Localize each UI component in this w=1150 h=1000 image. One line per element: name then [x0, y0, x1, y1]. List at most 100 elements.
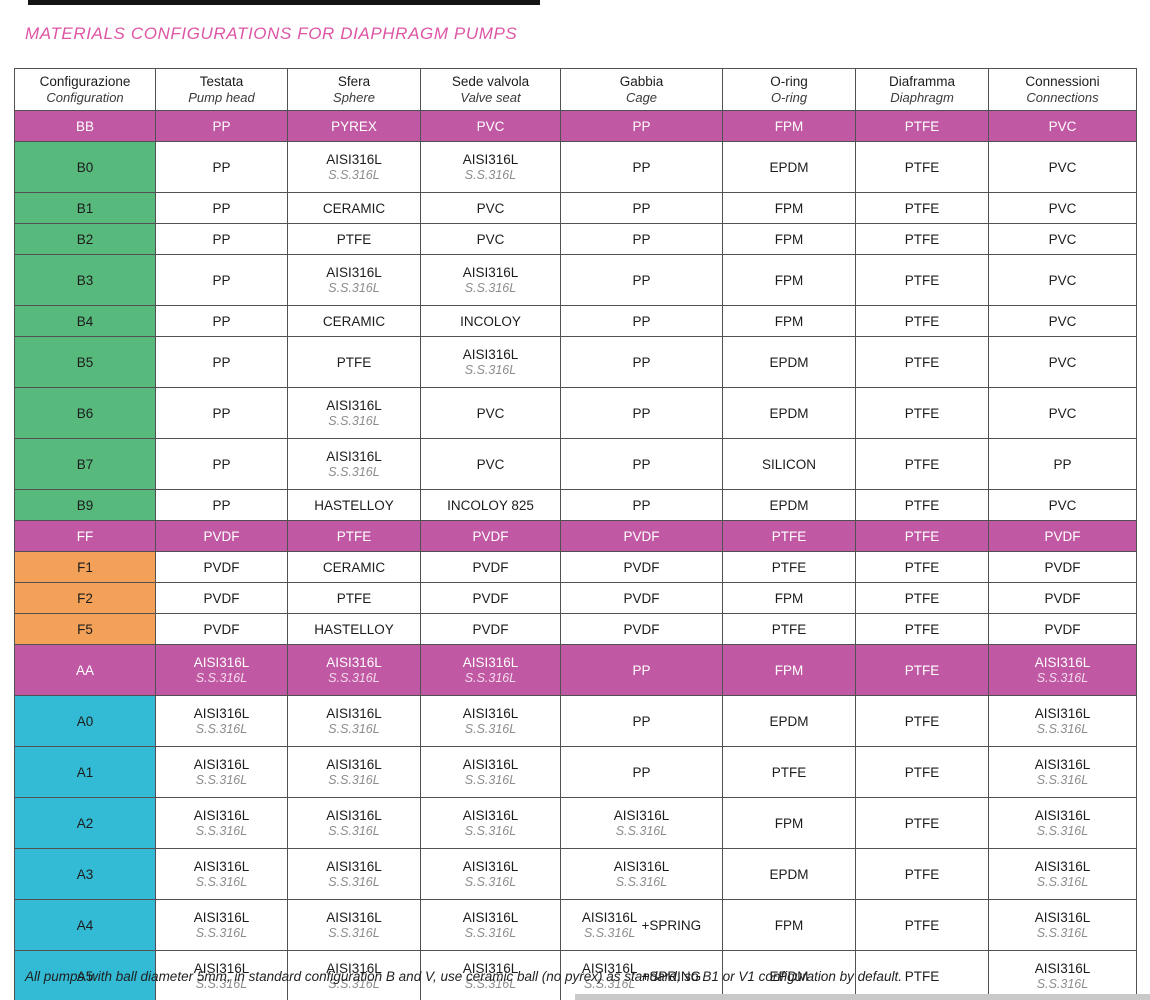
table-row: F2 PVDF PTFE PVDF PVDF FPM PTFE PVDF	[14, 582, 1137, 614]
material-cell: PTFE	[722, 746, 856, 798]
material-cell: PVDF	[988, 520, 1137, 552]
material-cell: PP	[560, 141, 723, 193]
material-cell: CERAMIC	[287, 192, 421, 224]
materials-table: Configurazione Configuration Testata Pump h…	[14, 68, 1137, 1000]
material-cell: PP	[560, 305, 723, 337]
material-two-line: AISI316L S.S.316L	[613, 859, 670, 889]
table-row: FF PVDF PTFE PVDF PVDF PTFE PTFE PVDF	[14, 520, 1137, 552]
material-two-line: AISI316L S.S.316L	[462, 655, 519, 685]
material-cell: AISI316L S.S.316L	[560, 848, 723, 900]
config-code-cell: A1	[14, 746, 156, 798]
material-two-line: AISI316L S.S.316L	[326, 961, 382, 991]
material-cell: PTFE	[855, 899, 989, 951]
material-cell: PTFE	[855, 582, 989, 614]
material-two-line: AISI316L S.S.316L	[326, 757, 382, 787]
material-cell: PVDF	[560, 613, 723, 645]
material-cell: PVDF	[155, 520, 288, 552]
footnote: All pumps with ball diameter 5mm, in sta…	[25, 969, 902, 984]
material-two-line: AISI316L S.S.316L	[1034, 961, 1091, 991]
material-two-line: AISI316L S.S.316L	[613, 808, 670, 838]
config-code-cell: A3	[14, 848, 156, 900]
material-cell: PTFE	[855, 438, 989, 490]
table-row: BB PP PYREX PVC PP FPM PTFE PVC	[14, 110, 1137, 142]
material-cell: AISI316L S.S.316L	[155, 797, 288, 849]
material-cell: PP	[560, 387, 723, 439]
material-two-line: AISI316L S.S.316L	[462, 265, 519, 295]
material-cell: AISI316L S.S.316L	[287, 746, 421, 798]
table-row: B0 PP AISI316L S.S.316L AISI316L S.S.316L PP EP…	[14, 141, 1137, 193]
material-cell: AISI316L S.S.316L	[988, 848, 1137, 900]
material-cell: PTFE	[855, 797, 989, 849]
table-row: A1 AISI316L S.S.316L AISI316L S.S.316L AISI31…	[14, 746, 1137, 798]
material-two-line: AISI316L S.S.316L	[462, 808, 519, 838]
material-cell: PP	[560, 254, 723, 306]
material-cell: PVC	[420, 110, 561, 142]
material-cell: AISI316L S.S.316L	[420, 746, 561, 798]
material-cell: EPDM	[722, 950, 856, 1000]
material-cell: PP	[155, 223, 288, 255]
material-cell: AISI316L S.S.316L	[155, 695, 288, 747]
material-cell: AISI316L S.S.316L	[988, 950, 1137, 1000]
material-cell: PTFE	[855, 520, 989, 552]
material-cell: PP	[155, 336, 288, 388]
material-two-line: AISI316L S.S.316L	[326, 655, 382, 685]
material-cell: AISI316L S.S.316L	[287, 695, 421, 747]
material-two-line: AISI316L S.S.316L	[462, 706, 519, 736]
material-cell: PP	[155, 305, 288, 337]
config-code-cell: B7	[14, 438, 156, 490]
column-header: Sfera Sphere	[287, 68, 421, 111]
material-two-line: AISI316L S.S.316L	[581, 961, 638, 991]
material-two-line: AISI316L S.S.316L	[1034, 910, 1091, 940]
material-cell: FPM	[722, 110, 856, 142]
material-cell: AISI316L S.S.316L	[420, 797, 561, 849]
material-cell: INCOLOY 825	[420, 489, 561, 521]
material-two-line: AISI316L S.S.316L	[193, 910, 250, 940]
material-cell: AISI316L S.S.316L	[155, 899, 288, 951]
material-cell: PVC	[988, 387, 1137, 439]
table-row: A5 AISI316L S.S.316L AISI316L S.S.316L AISI31…	[14, 950, 1137, 1000]
column-header: Diaframma Diaphragm	[855, 68, 989, 111]
material-cell: CERAMIC	[287, 305, 421, 337]
material-cell: AISI316L S.S.316L	[287, 141, 421, 193]
material-cell: AISI316L S.S.316L	[287, 254, 421, 306]
material-two-line: AISI316L S.S.316L	[326, 910, 382, 940]
material-two-line: AISI316L S.S.316L	[193, 961, 250, 991]
config-code-cell: AA	[14, 644, 156, 696]
material-two-line: AISI316L S.S.316L	[326, 265, 382, 295]
material-cell: AISI316L S.S.316L	[287, 899, 421, 951]
material-two-line: AISI316L S.S.316L	[193, 706, 250, 736]
material-cell: FPM	[722, 223, 856, 255]
material-cell: AISI316L S.S.316L	[287, 950, 421, 1000]
cropped-text-fragment-top	[28, 0, 540, 5]
material-cell: PVC	[988, 336, 1137, 388]
material-cell: PP	[560, 489, 723, 521]
material-two-line: AISI316L S.S.316L	[462, 347, 519, 377]
material-cell: EPDM	[722, 848, 856, 900]
material-cell: PP	[155, 489, 288, 521]
material-cell: PTFE	[722, 551, 856, 583]
config-code-cell: B6	[14, 387, 156, 439]
material-cell: PVC	[988, 110, 1137, 142]
material-cell: EPDM	[722, 489, 856, 521]
material-cell: PP	[560, 192, 723, 224]
material-two-line: AISI316L S.S.316L	[1034, 706, 1091, 736]
column-header: O-ring O-ring	[722, 68, 856, 111]
material-two-line: AISI316L S.S.316L	[462, 757, 519, 787]
material-cell: EPDM	[722, 387, 856, 439]
table-row: F1 PVDF CERAMIC PVDF PVDF PTFE PTFE PVDF	[14, 551, 1137, 583]
material-cell: HASTELLOY	[287, 489, 421, 521]
material-cell: AISI316L S.S.316L	[287, 387, 421, 439]
material-two-line: AISI316L S.S.316L	[462, 910, 519, 940]
material-cell: PVDF	[988, 613, 1137, 645]
material-cell: PP	[988, 438, 1137, 490]
material-cell: PP	[155, 110, 288, 142]
material-cell: AISI316L S.S.316L	[420, 848, 561, 900]
material-cell: AISI316L S.S.316L	[420, 695, 561, 747]
material-cell: PP	[155, 192, 288, 224]
config-code-cell: B3	[14, 254, 156, 306]
material-cell: AISI316L S.S.316L	[988, 695, 1137, 747]
material-cell: PYREX	[287, 110, 421, 142]
material-cell: AISI316L S.S.316L	[988, 746, 1137, 798]
material-two-line: AISI316L S.S.316L	[326, 398, 382, 428]
